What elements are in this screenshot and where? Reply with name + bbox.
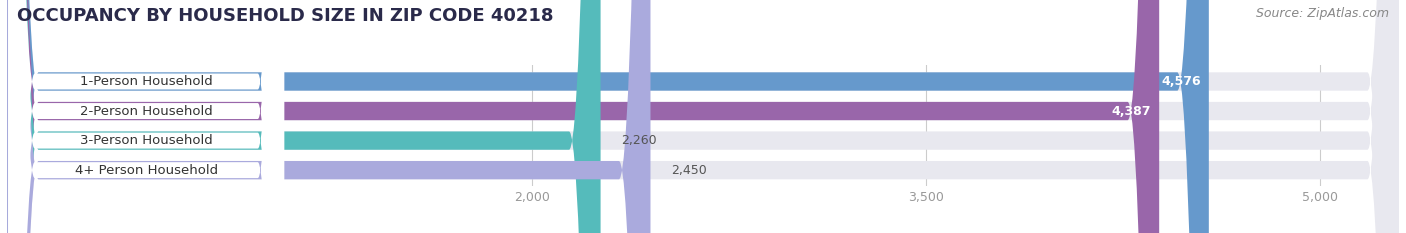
FancyBboxPatch shape bbox=[7, 0, 1399, 233]
Text: 2-Person Household: 2-Person Household bbox=[80, 105, 212, 117]
Text: 1-Person Household: 1-Person Household bbox=[80, 75, 212, 88]
Text: 4,576: 4,576 bbox=[1161, 75, 1201, 88]
FancyBboxPatch shape bbox=[8, 0, 284, 233]
FancyBboxPatch shape bbox=[8, 0, 284, 233]
FancyBboxPatch shape bbox=[7, 0, 600, 233]
FancyBboxPatch shape bbox=[7, 0, 1399, 233]
FancyBboxPatch shape bbox=[7, 0, 1209, 233]
Text: 2,450: 2,450 bbox=[672, 164, 707, 177]
FancyBboxPatch shape bbox=[7, 0, 1399, 233]
FancyBboxPatch shape bbox=[7, 0, 1159, 233]
Text: 2,260: 2,260 bbox=[621, 134, 657, 147]
Text: 3-Person Household: 3-Person Household bbox=[80, 134, 212, 147]
FancyBboxPatch shape bbox=[7, 0, 651, 233]
Text: 4,387: 4,387 bbox=[1112, 105, 1152, 117]
Text: 4+ Person Household: 4+ Person Household bbox=[75, 164, 218, 177]
FancyBboxPatch shape bbox=[8, 0, 284, 233]
FancyBboxPatch shape bbox=[7, 0, 1399, 233]
FancyBboxPatch shape bbox=[8, 0, 284, 233]
Text: Source: ZipAtlas.com: Source: ZipAtlas.com bbox=[1256, 7, 1389, 20]
Text: OCCUPANCY BY HOUSEHOLD SIZE IN ZIP CODE 40218: OCCUPANCY BY HOUSEHOLD SIZE IN ZIP CODE … bbox=[17, 7, 554, 25]
